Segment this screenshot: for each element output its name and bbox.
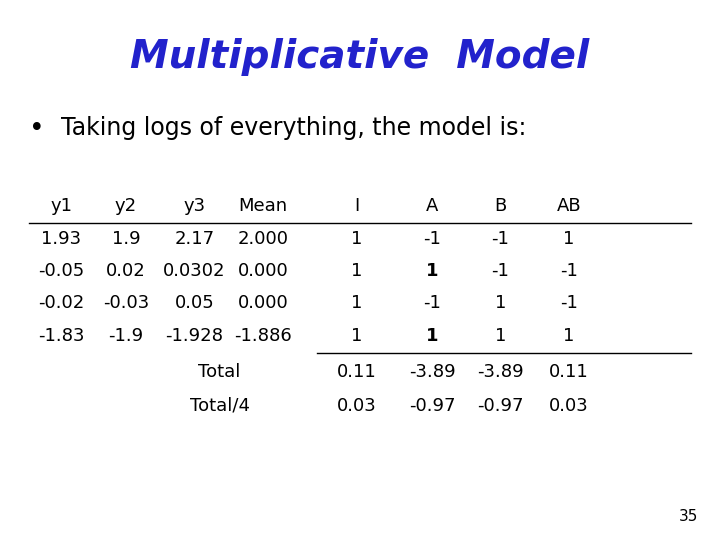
Text: 1: 1 <box>351 327 362 345</box>
Text: Mean: Mean <box>238 197 287 215</box>
Text: 1: 1 <box>563 230 575 247</box>
Text: -0.03: -0.03 <box>103 294 149 312</box>
Text: 1.9: 1.9 <box>112 230 140 247</box>
Text: B: B <box>494 197 507 215</box>
Text: -0.97: -0.97 <box>409 397 455 415</box>
Text: -1: -1 <box>560 262 577 280</box>
Text: A: A <box>426 197 438 215</box>
Text: -1.928: -1.928 <box>166 327 223 345</box>
Text: 0.05: 0.05 <box>174 294 215 312</box>
Text: -1.886: -1.886 <box>234 327 292 345</box>
Text: AB: AB <box>557 197 581 215</box>
Text: 0.0302: 0.0302 <box>163 262 225 280</box>
Text: 0.000: 0.000 <box>238 294 288 312</box>
Text: y2: y2 <box>115 197 137 215</box>
Text: -0.05: -0.05 <box>38 262 84 280</box>
Text: Multiplicative  Model: Multiplicative Model <box>130 38 590 76</box>
Text: Taking logs of everything, the model is:: Taking logs of everything, the model is: <box>61 116 526 140</box>
Text: -1: -1 <box>423 294 441 312</box>
Text: 0.03: 0.03 <box>336 397 377 415</box>
Text: I: I <box>354 197 359 215</box>
Text: 1.93: 1.93 <box>41 230 81 247</box>
Text: 0.11: 0.11 <box>549 363 589 381</box>
Text: 1: 1 <box>351 262 362 280</box>
Text: -1.83: -1.83 <box>38 327 84 345</box>
Text: 2.17: 2.17 <box>174 230 215 247</box>
Text: 1: 1 <box>563 327 575 345</box>
Text: -0.02: -0.02 <box>38 294 84 312</box>
Text: -1: -1 <box>492 262 509 280</box>
Text: •: • <box>29 116 45 142</box>
Text: -3.89: -3.89 <box>477 363 523 381</box>
Text: -1.9: -1.9 <box>109 327 143 345</box>
Text: -1: -1 <box>560 294 577 312</box>
Text: -3.89: -3.89 <box>409 363 455 381</box>
Text: 35: 35 <box>679 509 698 524</box>
Text: 2.000: 2.000 <box>238 230 288 247</box>
Text: Total: Total <box>199 363 240 381</box>
Text: 1: 1 <box>426 262 438 280</box>
Text: 1: 1 <box>426 327 438 345</box>
Text: 1: 1 <box>495 294 506 312</box>
Text: y3: y3 <box>184 197 205 215</box>
Text: -1: -1 <box>423 230 441 247</box>
Text: Total/4: Total/4 <box>189 397 250 415</box>
Text: -1: -1 <box>492 230 509 247</box>
Text: 0.03: 0.03 <box>549 397 589 415</box>
Text: 1: 1 <box>495 327 506 345</box>
Text: 0.000: 0.000 <box>238 262 288 280</box>
Text: 1: 1 <box>351 230 362 247</box>
Text: y1: y1 <box>50 197 72 215</box>
Text: 0.02: 0.02 <box>106 262 146 280</box>
Text: -0.97: -0.97 <box>477 397 523 415</box>
Text: 0.11: 0.11 <box>336 363 377 381</box>
Text: 1: 1 <box>351 294 362 312</box>
